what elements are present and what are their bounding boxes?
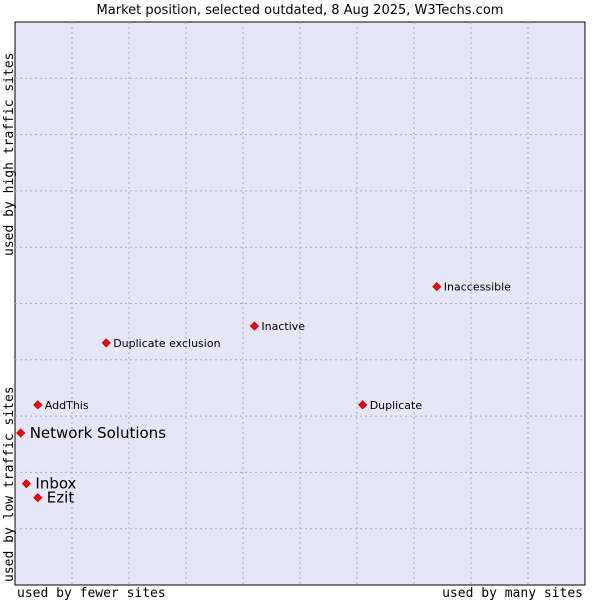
point-label: Ezit — [47, 489, 75, 507]
point-label: Inaccessible — [444, 281, 511, 294]
point-label: Duplicate exclusion — [113, 337, 220, 350]
point-label: Network Solutions — [30, 424, 167, 442]
point-label: Duplicate — [370, 399, 423, 412]
point-marker — [33, 400, 43, 410]
point-marker — [249, 321, 259, 331]
data-points: Inaccessible Inactive Duplicate exclusion A… — [16, 281, 511, 507]
y-axis-top-label: used by high traffic sites — [2, 53, 17, 257]
point-marker — [16, 428, 26, 438]
point-marker — [432, 282, 442, 292]
grid-lines — [15, 22, 585, 585]
chart-title: Market position, selected outdated, 8 Au… — [97, 3, 504, 18]
point-marker — [21, 479, 31, 489]
point-marker — [101, 338, 111, 348]
point-marker — [358, 400, 368, 410]
y-axis-bottom-label: used by low traffic sites — [2, 386, 17, 582]
point-marker — [33, 493, 43, 503]
point-label: Inbox — [35, 475, 76, 493]
point-label: AddThis — [45, 399, 89, 412]
x-axis-right-label: used by many sites — [442, 586, 583, 600]
point-label: Inactive — [261, 320, 305, 333]
x-axis-left-label: used by fewer sites — [17, 586, 166, 600]
